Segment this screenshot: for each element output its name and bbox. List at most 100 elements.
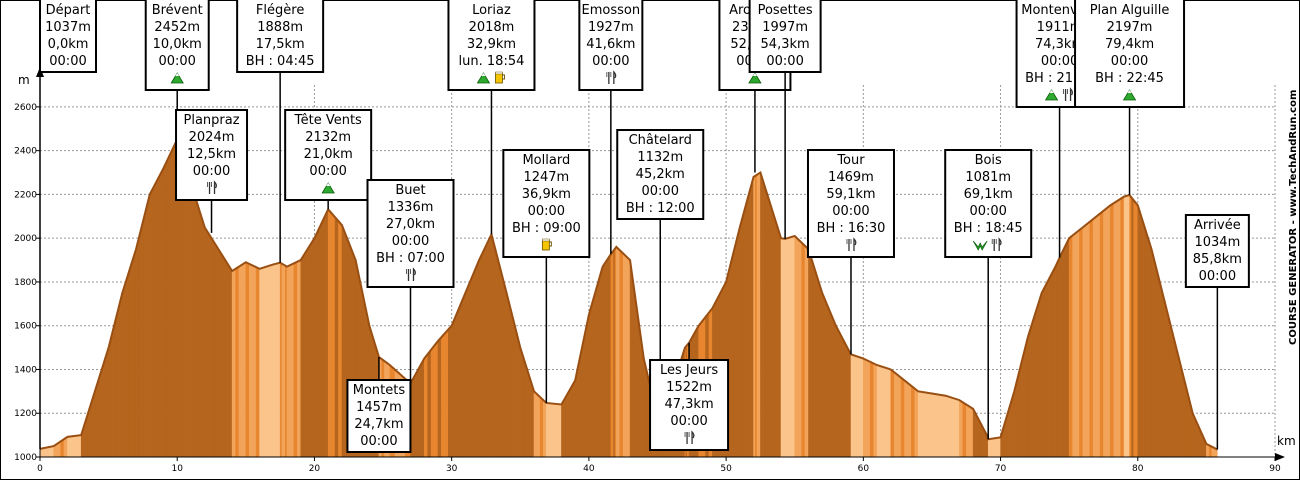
profile-segment	[595, 278, 600, 458]
profile-segment	[1137, 205, 1142, 458]
profile-segment	[818, 281, 823, 458]
profile-segment	[969, 406, 974, 458]
profile-segment	[893, 371, 898, 458]
profile-segment	[211, 237, 216, 458]
profile-segment	[513, 320, 518, 458]
profile-segment	[506, 292, 511, 458]
profile-segment	[804, 245, 809, 458]
waypoint-name: Brévent	[152, 3, 203, 18]
waypoint-0: Départ 1037m 0,0km 00:00	[39, 0, 97, 449]
profile-segment	[797, 238, 802, 458]
waypoint-name: Emosson	[582, 3, 641, 18]
waypoint-alt: 2024m	[189, 130, 235, 145]
profile-segment	[458, 300, 463, 458]
waypoint-alt: 2018m	[469, 20, 515, 35]
profile-segment	[839, 332, 843, 458]
profile-segment	[290, 262, 295, 458]
profile-segment	[278, 262, 281, 458]
profile-segment	[1158, 276, 1163, 458]
profile-segment	[604, 259, 607, 458]
profile-segment	[310, 237, 315, 458]
x-axis-arrow	[1275, 453, 1285, 461]
profile-segment	[924, 392, 929, 458]
waypoint-time2: BH : 12:00	[626, 201, 695, 216]
profile-segment	[1061, 247, 1065, 458]
profile-segment	[214, 242, 219, 458]
profile-segment	[616, 246, 621, 458]
waypoint-4: Tête Vents 2132m 21,0km 00:00	[284, 109, 373, 210]
waypoint-name: Bois	[975, 153, 1002, 168]
profile-segment	[67, 436, 72, 458]
cutlery-icon	[406, 267, 416, 281]
profile-segment	[475, 259, 480, 458]
profile-segment	[115, 306, 120, 458]
waypoint-alt: 1469m	[828, 170, 874, 185]
profile-segment	[815, 270, 819, 458]
profile-segment	[1020, 350, 1025, 458]
profile-segment	[546, 402, 551, 458]
profile-segment	[962, 401, 967, 458]
waypoint-dist: 79,4km	[1105, 37, 1154, 52]
waypoint-alt: 2132m	[305, 130, 351, 145]
waypoint-name: Loriaz	[472, 3, 511, 18]
waypoint-dist: 24,7km	[354, 417, 403, 432]
waypoint-dist: 27,0km	[386, 217, 435, 232]
profile-segment	[297, 259, 301, 458]
waypoint-2: Planpraz 2024m 12,5km 00:00	[175, 109, 249, 233]
profile-segment	[276, 262, 279, 458]
profile-segment	[1171, 331, 1176, 458]
waypoint-dist: 54,3km	[761, 37, 810, 52]
profile-segment	[1034, 303, 1039, 458]
profile-segment	[1024, 336, 1029, 458]
profile-segment	[204, 226, 209, 458]
profile-segment	[104, 347, 109, 458]
waypoint-time2: BH : 22:45	[1095, 71, 1164, 86]
waypoint-box	[748, 0, 822, 73]
waypoint-time: 00:00	[1041, 54, 1078, 69]
profile-segment	[472, 268, 476, 458]
y-tick-label: 1800	[14, 278, 37, 288]
profile-segment	[132, 249, 137, 458]
profile-segment	[606, 256, 610, 458]
waypoint-time: 00:00	[1111, 54, 1148, 69]
profile-segment	[269, 264, 274, 458]
profile-segment	[341, 224, 346, 458]
waypoint-time: 00:00	[832, 204, 869, 219]
profile-segment	[324, 209, 329, 458]
waypoint-dist: 85,8km	[1193, 252, 1242, 267]
waypoint-time: 00:00	[670, 414, 707, 429]
waypoint-name: Flégère	[256, 3, 304, 18]
y-tick-label: 2200	[14, 190, 37, 200]
x-tick-label: 20	[309, 464, 321, 474]
waypoint-dist: 12,5km	[187, 147, 236, 162]
profile-segment	[1120, 196, 1125, 458]
waypoint-dist: 41,6km	[586, 37, 635, 52]
waypoint-11: Les Jeurs 1522m 47,3km 00:00	[649, 342, 730, 451]
profile-segment	[629, 260, 634, 458]
profile-segment	[938, 394, 943, 458]
y-axis-label: m	[18, 73, 30, 87]
profile-segment	[334, 216, 339, 458]
profile-segment	[1140, 216, 1145, 458]
profile-segment	[262, 266, 267, 458]
profile-segment	[931, 393, 936, 458]
profile-segment	[557, 403, 562, 458]
profile-segment	[1079, 226, 1084, 458]
profile-segment	[729, 254, 734, 458]
profile-segment	[753, 175, 756, 458]
profile-segment	[281, 263, 284, 458]
waypoint-time: 00:00	[969, 204, 1006, 219]
profile-segment	[135, 235, 140, 458]
profile-segment	[1147, 238, 1152, 458]
profile-segment	[273, 263, 276, 458]
profile-segment	[314, 230, 319, 458]
waypoint-name: Tour	[836, 153, 865, 168]
profile-segment	[523, 358, 528, 458]
waypoint-time2: BH : 16:30	[817, 221, 886, 236]
profile-segment	[454, 309, 459, 458]
waypoint-time: 00:00	[1199, 269, 1236, 284]
profile-segment	[787, 237, 791, 458]
cutlery-icon	[991, 237, 1002, 251]
waypoint-time: 00:00	[592, 54, 629, 69]
profile-segment	[300, 253, 305, 458]
